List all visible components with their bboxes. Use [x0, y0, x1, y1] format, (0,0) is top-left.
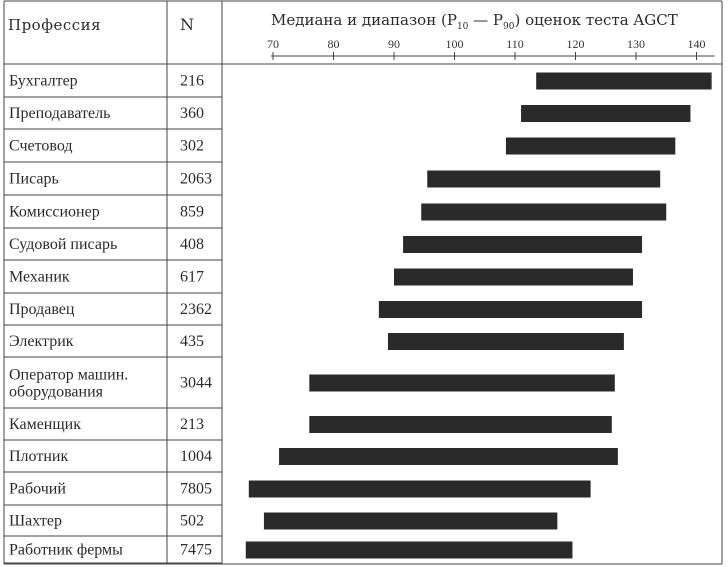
table-row: Преподаватель 360: [9, 105, 691, 122]
table-row: Электрик 435: [9, 333, 624, 350]
score-range-bar: [309, 416, 612, 433]
n-value: 7475: [180, 542, 212, 559]
n-value: 617: [180, 269, 204, 286]
profession-label: Оператор машин. оборудования: [9, 367, 128, 401]
x-tick-label: 110: [506, 37, 524, 51]
profession-label: Преподаватель: [9, 105, 110, 122]
x-tick-label: 120: [567, 37, 585, 51]
header-n: N: [180, 15, 194, 34]
score-range-bar: [263, 512, 558, 530]
n-value: 213: [180, 416, 204, 433]
score-range-bar: [245, 541, 573, 559]
table-row: Рабочий 7805: [9, 480, 591, 498]
profession-label: Комиссионер: [9, 204, 100, 221]
score-range-bar: [279, 448, 618, 465]
chart-title-end: ) оценок теста AGCT: [514, 11, 677, 29]
table-row: Комиссионер 859: [9, 203, 667, 221]
table-row: Каменщик 213: [9, 416, 612, 433]
profession-label: Судовой писарь: [9, 236, 117, 253]
profession-label: Счетовод: [9, 138, 73, 155]
x-tick-label: 100: [446, 37, 464, 51]
n-value: 502: [180, 513, 204, 530]
score-range-bar: [387, 333, 624, 350]
score-range-bar: [309, 374, 615, 392]
x-tick-label: 80: [328, 37, 340, 51]
table-header: Профессия N Медиана и диапазон (P10 — P9…: [8, 11, 678, 34]
table-row: Оператор машин. оборудования 3044: [9, 367, 615, 401]
n-value: 3044: [180, 375, 212, 392]
x-tick-label: 130: [627, 37, 645, 51]
profession-label: Работник фермы: [9, 542, 123, 559]
table-row: Продавец 2362: [9, 301, 643, 318]
profession-label: Шахтер: [9, 513, 62, 530]
profession-label: Писарь: [9, 171, 59, 188]
score-range-bar: [505, 137, 676, 155]
x-axis: 70 80 90 100 110 120 130 140: [267, 37, 715, 60]
score-range-bar: [248, 480, 591, 498]
table-rows: Бухгалтер 216 Преподаватель 360 Счетовод 302 П…: [9, 72, 712, 559]
profession-label: Продавец: [9, 301, 75, 318]
chart-title-sub10: 10: [457, 22, 469, 32]
table-row: Бухгалтер 216: [9, 72, 712, 90]
table-row: Судовой писарь 408: [9, 236, 643, 253]
score-range-bar: [394, 268, 633, 286]
score-range-bar: [378, 301, 643, 318]
score-range-bar: [403, 236, 643, 253]
n-value: 7805: [180, 481, 212, 498]
profession-label: Рабочий: [9, 481, 66, 498]
x-tick-label: 90: [388, 37, 400, 51]
table-row: Шахтер 502: [9, 512, 558, 530]
x-tick-label: 140: [688, 37, 706, 51]
table-row: Писарь 2063: [9, 170, 661, 188]
n-value: 859: [180, 204, 204, 221]
n-value: 1004: [180, 448, 212, 465]
n-value: 302: [180, 138, 204, 155]
score-range-bar: [427, 170, 661, 188]
n-value: 360: [180, 105, 204, 122]
n-value: 2063: [180, 171, 212, 188]
n-value: 2362: [180, 301, 212, 318]
profession-label: Механик: [9, 269, 70, 286]
table-row: Механик 617: [9, 268, 633, 286]
table-row: Счетовод 302: [9, 137, 676, 155]
header-profession: Профессия: [8, 16, 101, 34]
score-range-bar: [521, 105, 691, 122]
score-range-bar: [421, 203, 667, 221]
score-range-bar: [536, 72, 712, 90]
table-row: Плотник 1004: [9, 448, 618, 465]
x-tick-label: 70: [267, 37, 279, 51]
n-value: 216: [180, 73, 204, 90]
profession-label: Плотник: [9, 448, 68, 465]
chart-title-main: Медиана и диапазон (P: [271, 11, 457, 29]
profession-label: Бухгалтер: [9, 73, 78, 90]
n-value: 435: [180, 333, 204, 350]
profession-label: Электрик: [9, 333, 74, 350]
chart-title-dash: — P: [468, 11, 503, 29]
table-grid: [3, 0, 723, 565]
table-row: Работник фермы 7475: [9, 541, 573, 559]
chart-title-sub90: 90: [503, 22, 515, 32]
profession-label: Каменщик: [9, 416, 81, 433]
n-value: 408: [180, 236, 204, 253]
chart-title: Медиана и диапазон (P10 — P90) оценок те…: [271, 11, 678, 32]
